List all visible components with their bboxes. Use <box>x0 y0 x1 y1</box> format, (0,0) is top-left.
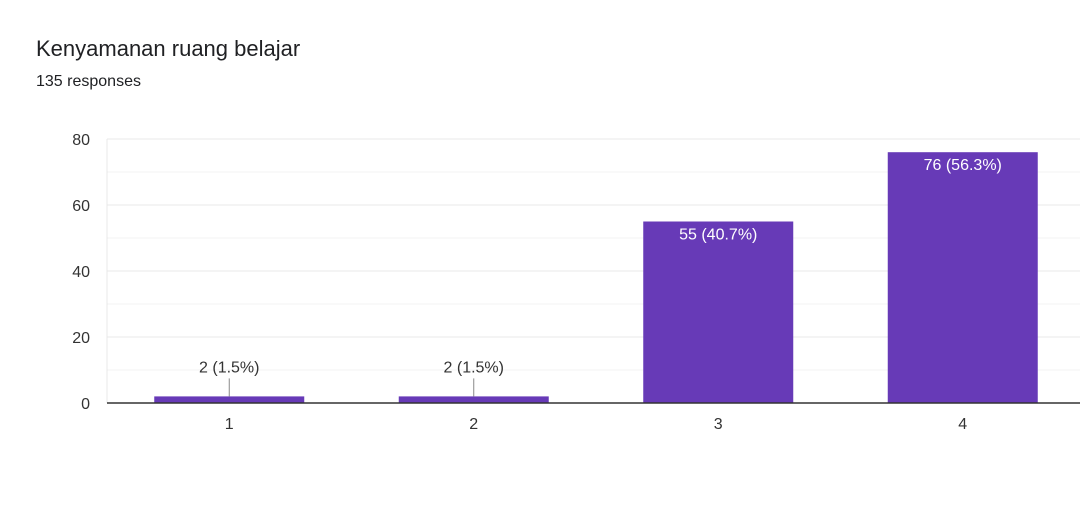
y-tick-label: 0 <box>81 396 90 413</box>
data-label: 2 (1.5%) <box>199 359 259 376</box>
x-tick-label: 2 <box>469 416 478 433</box>
bar <box>398 396 549 403</box>
y-tick-label: 60 <box>72 198 90 215</box>
x-tick-label: 1 <box>225 416 234 433</box>
y-tick-label: 20 <box>72 330 90 347</box>
y-tick-label: 40 <box>72 264 90 281</box>
data-label: 76 (56.3%) <box>924 157 1002 174</box>
data-label: 2 (1.5%) <box>444 359 504 376</box>
response-count: 135 responses <box>36 73 141 90</box>
bar <box>887 152 1038 403</box>
x-tick-label: 4 <box>958 416 967 433</box>
chart-title: Kenyamanan ruang belajar <box>36 36 301 61</box>
data-label: 55 (40.7%) <box>679 227 757 244</box>
y-tick-label: 80 <box>72 132 90 149</box>
bar <box>154 396 305 403</box>
x-tick-label: 3 <box>714 416 723 433</box>
bar <box>643 221 794 403</box>
